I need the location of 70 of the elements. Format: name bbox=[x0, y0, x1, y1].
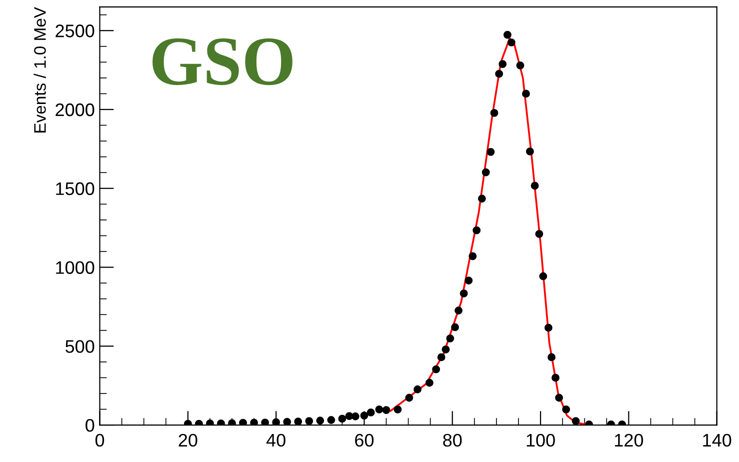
point bbox=[360, 412, 368, 420]
point bbox=[516, 62, 524, 70]
y-tick-label: 1000 bbox=[56, 261, 94, 274]
point bbox=[217, 420, 225, 426]
point bbox=[405, 394, 414, 402]
point bbox=[460, 290, 468, 298]
point bbox=[437, 353, 446, 362]
x-tick-label: 0 bbox=[95, 434, 104, 447]
y-tick-label: 0 bbox=[86, 418, 94, 432]
point bbox=[454, 306, 462, 314]
point bbox=[414, 385, 422, 394]
point bbox=[504, 30, 512, 39]
point bbox=[562, 405, 570, 414]
point bbox=[239, 418, 247, 426]
point bbox=[498, 60, 507, 68]
y-tick-label: 2000 bbox=[56, 103, 94, 116]
point bbox=[539, 272, 548, 280]
point bbox=[184, 420, 192, 426]
point bbox=[555, 394, 563, 402]
point bbox=[464, 276, 473, 284]
point bbox=[572, 417, 580, 426]
point bbox=[507, 38, 516, 46]
x-tick-label: 60 bbox=[355, 434, 374, 447]
point bbox=[478, 194, 486, 203]
point bbox=[486, 148, 495, 156]
y-tick-label: 1500 bbox=[56, 182, 94, 196]
x-tick-label: 140 bbox=[703, 434, 732, 447]
point bbox=[530, 182, 539, 190]
x-tick-label: 40 bbox=[266, 434, 286, 447]
x-tick-label: 20 bbox=[178, 434, 198, 447]
point bbox=[261, 418, 269, 426]
point bbox=[272, 418, 280, 426]
point bbox=[394, 405, 402, 414]
point bbox=[305, 417, 314, 426]
point bbox=[351, 412, 360, 420]
point bbox=[316, 416, 324, 425]
point bbox=[535, 230, 544, 238]
point bbox=[366, 408, 375, 416]
point bbox=[426, 378, 434, 387]
x-tick-label: 100 bbox=[526, 434, 555, 447]
point bbox=[526, 148, 534, 156]
point bbox=[194, 420, 203, 426]
point bbox=[468, 252, 477, 260]
point bbox=[283, 418, 292, 426]
point bbox=[228, 419, 236, 426]
point bbox=[544, 324, 552, 332]
point bbox=[375, 405, 384, 414]
point bbox=[451, 323, 459, 332]
point bbox=[495, 70, 504, 78]
point bbox=[548, 353, 556, 362]
y-axis-title: Events / 1.0 MeV bbox=[34, 6, 46, 132]
y-tick-label: 2500 bbox=[56, 24, 94, 38]
point bbox=[338, 414, 346, 423]
point bbox=[482, 168, 490, 176]
point bbox=[250, 418, 258, 426]
point bbox=[522, 90, 530, 98]
x-tick-label: 120 bbox=[614, 434, 644, 447]
point bbox=[490, 109, 498, 117]
point bbox=[432, 365, 440, 374]
point bbox=[552, 374, 560, 382]
point bbox=[472, 226, 481, 234]
point bbox=[206, 420, 214, 426]
y-tick-label: 500 bbox=[66, 340, 94, 353]
annotation: GSO bbox=[152, 38, 292, 86]
point bbox=[442, 346, 450, 354]
point bbox=[382, 406, 390, 414]
x-tick-label: 80 bbox=[443, 434, 462, 447]
point bbox=[294, 418, 302, 426]
point bbox=[327, 416, 336, 424]
point bbox=[446, 334, 454, 342]
